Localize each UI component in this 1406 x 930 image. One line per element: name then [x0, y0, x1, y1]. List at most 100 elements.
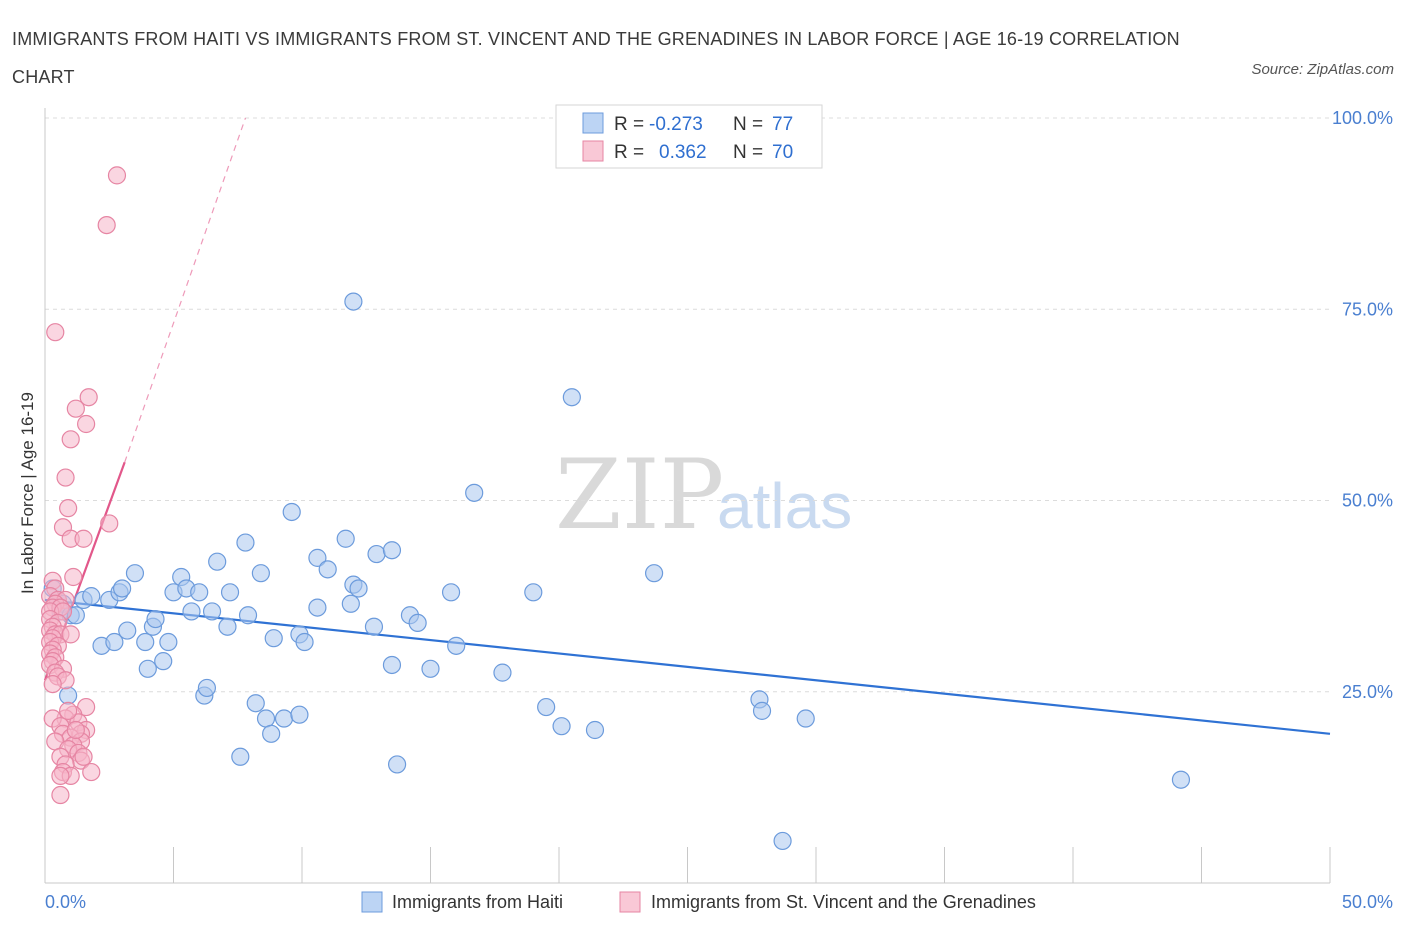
watermark-atlas: atlas	[717, 470, 852, 542]
grid-lines	[45, 117, 1330, 693]
haiti-point-29	[202, 602, 222, 621]
haiti-point-19	[146, 609, 165, 629]
stvincent-point-13	[64, 567, 83, 587]
haiti-point-43	[290, 705, 309, 724]
bottom-legend-swatch-stvincent	[619, 891, 641, 913]
haiti-point-14	[118, 621, 137, 640]
haiti-point-65	[493, 663, 512, 682]
x-tick-label-1: 50.0%	[1342, 892, 1393, 912]
source-label: Source: ZipAtlas.com	[1251, 61, 1394, 78]
haiti-point-76	[773, 831, 792, 851]
stvincent-point-43	[43, 674, 62, 694]
bottom-legend-label-stvincent: Immigrants from St. Vincent and the Gren…	[651, 892, 1036, 912]
haiti-point-47	[308, 548, 327, 567]
haiti-point-8	[82, 587, 101, 606]
haiti-point-36	[246, 694, 265, 713]
stvincent-point-69	[74, 747, 93, 766]
haiti-point-33	[231, 747, 250, 766]
haiti-point-42	[282, 502, 301, 522]
watermark-zip: ZIP	[555, 439, 724, 551]
haiti-point-67	[537, 697, 556, 717]
haiti-point-20	[154, 652, 173, 671]
stvincent-point-0	[107, 166, 127, 185]
legend-r-value-stvincent: 0.362	[659, 142, 707, 163]
stvincent-point-12	[74, 529, 93, 548]
haiti-point-68	[552, 717, 571, 736]
haiti-point-64	[465, 483, 484, 502]
trend-lines	[43, 117, 1331, 735]
data-points	[41, 166, 1191, 851]
haiti-point-46	[308, 598, 327, 617]
legend-n-label-haiti: N =	[733, 114, 763, 135]
haiti-point-13	[112, 579, 132, 598]
haiti-point-70	[585, 720, 605, 740]
top-legend: R = -0.273 N = 77 R = 0.362 N = 70	[555, 104, 823, 169]
haiti-point-35	[238, 606, 258, 625]
y-tick-label-0: 25.0%	[1342, 682, 1393, 702]
stvincent-trend-extension	[124, 117, 247, 463]
stvincent-point-1	[97, 216, 116, 235]
stvincent-point-8	[59, 499, 78, 518]
haiti-point-30	[208, 552, 227, 571]
bottom-legend-label-haiti: Immigrants from Haiti	[392, 892, 563, 912]
haiti-point-40	[264, 629, 283, 648]
haiti-point-62	[441, 583, 461, 602]
stvincent-point-5	[77, 414, 96, 434]
haiti-point-39	[262, 724, 281, 743]
haiti-point-16	[136, 632, 155, 652]
tick-labels: 25.0% 50.0% 75.0% 100.0% 0.0% 50.0%	[45, 108, 1393, 912]
haiti-point-69	[562, 388, 581, 407]
haiti-point-50	[341, 594, 360, 613]
haiti-point-32	[220, 583, 240, 602]
haiti-point-11	[105, 632, 124, 652]
stvincent-point-67	[66, 720, 85, 740]
haiti-point-63	[447, 636, 466, 655]
bottom-legend-swatch-haiti	[361, 891, 383, 913]
haiti-point-21	[159, 632, 178, 652]
haiti-point-74	[796, 709, 815, 728]
haiti-point-75	[1171, 770, 1191, 789]
haiti-trend-line	[44, 598, 1331, 735]
haiti-point-71	[644, 564, 664, 583]
axes	[44, 108, 1331, 884]
haiti-point-34	[236, 533, 255, 552]
haiti-point-26	[190, 583, 209, 602]
haiti-point-25	[182, 602, 201, 621]
stvincent-point-6	[61, 430, 80, 449]
stvincent-point-68	[59, 701, 78, 720]
x-tick-label-0: 0.0%	[45, 892, 86, 912]
haiti-point-58	[387, 755, 407, 774]
legend-n-value-stvincent: 70	[772, 142, 793, 163]
legend-swatch-stvincent	[582, 140, 604, 162]
haiti-point-61	[421, 659, 440, 678]
haiti-point-53	[344, 292, 363, 311]
bottom-legend: Immigrants from Haiti Immigrants from St…	[361, 891, 1036, 913]
haiti-point-49	[336, 529, 355, 548]
chart-title: IMMIGRANTS FROM HAITI VS IMMIGRANTS FROM…	[12, 29, 1180, 87]
stvincent-point-7	[56, 468, 75, 487]
legend-n-value-haiti: 77	[772, 114, 793, 135]
legend-r-label-haiti: R =	[614, 114, 644, 135]
legend-r-value-haiti: -0.273	[649, 114, 703, 135]
y-tick-label-3: 100.0%	[1332, 108, 1393, 128]
haiti-point-31	[218, 617, 237, 636]
haiti-point-4	[59, 686, 78, 705]
legend-n-label-stvincent: N =	[733, 142, 763, 163]
stvincent-point-4	[66, 399, 85, 418]
haiti-point-66	[524, 583, 543, 602]
stvincent-point-2	[46, 323, 65, 342]
stvincent-point-62	[82, 762, 101, 782]
y-tick-label-1: 50.0%	[1342, 491, 1393, 511]
haiti-point-37	[251, 564, 270, 583]
haiti-point-15	[125, 564, 145, 583]
haiti-point-41	[274, 709, 294, 728]
stvincent-point-3	[79, 388, 98, 407]
haiti-point-38	[256, 709, 276, 728]
haiti-point-45	[295, 632, 314, 652]
haiti-point-60	[408, 613, 427, 633]
stvincent-point-65	[51, 766, 70, 786]
stvincent-point-30	[61, 625, 80, 644]
haiti-point-28	[197, 678, 217, 698]
legend-swatch-haiti	[582, 112, 604, 134]
haiti-point-57	[382, 655, 402, 675]
